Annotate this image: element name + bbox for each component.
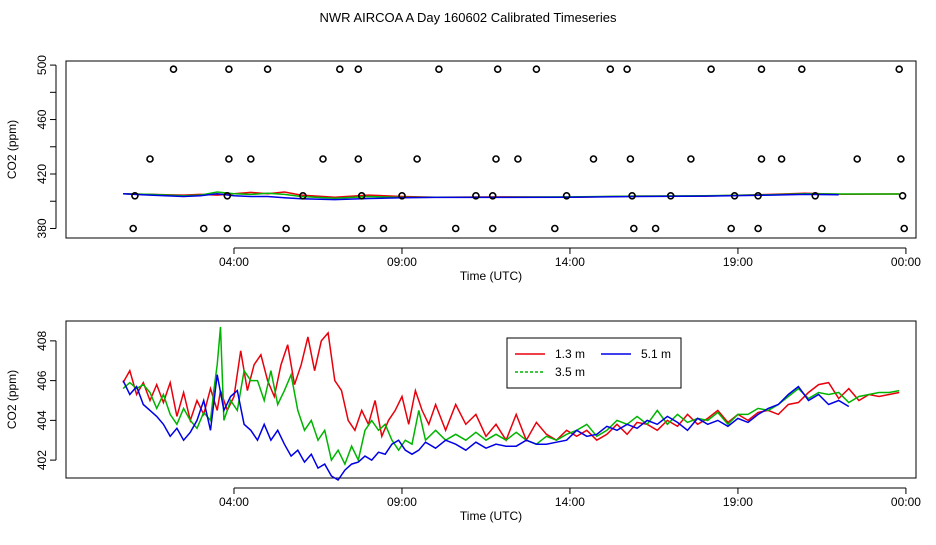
plot-frame (65, 60, 917, 239)
calibration-point (754, 224, 762, 233)
y-tick-label: 404 (35, 410, 49, 430)
calibration-point (797, 65, 806, 73)
calibration-point (666, 192, 675, 200)
series-line-5-1-m (123, 193, 839, 201)
legend-label: 3.5 m (555, 365, 585, 379)
top-panel: 04:00 09:00 14:00 19:00 00:00 Time (UTC) 380 42… (5, 55, 921, 283)
calibration-point (199, 224, 208, 233)
x-axis-label: Time (UTC) (460, 269, 522, 283)
bottom-panel: 04:00 09:00 14:00 19:00 00:00 Time (UTC) 402 40… (5, 320, 921, 523)
calibration-point (299, 192, 307, 200)
y-tick-label: 500 (35, 55, 49, 75)
calibration-point (169, 65, 178, 73)
x-tick-label: 09:00 (387, 495, 417, 509)
calibration-point (225, 65, 233, 73)
calibration-point (898, 192, 907, 200)
y-tick-label: 406 (35, 370, 49, 390)
y-tick-label: 408 (35, 331, 49, 351)
series-line-3-5-m (122, 326, 900, 466)
calibration-point (435, 65, 443, 73)
x-tick-label: 00:00 (891, 255, 921, 269)
calibration-point (514, 155, 522, 163)
calibration-point (319, 155, 327, 163)
calibration-point (562, 192, 571, 200)
calibration-point (225, 155, 233, 163)
x-tick-label: 19:00 (723, 495, 753, 509)
calibration-point (606, 65, 615, 73)
calibration-point (550, 224, 559, 233)
calibration-point (488, 224, 497, 233)
legend-label: 1.3 m (555, 347, 585, 361)
calibration-point (623, 65, 631, 73)
calibration-point (129, 224, 137, 233)
calibration-point (727, 224, 736, 233)
x-tick-label: 14:00 (555, 255, 585, 269)
calibration-point (818, 224, 826, 233)
calibration-point (900, 224, 909, 233)
calibration-point (354, 65, 363, 73)
calibration-point (757, 155, 766, 163)
calibration-point (895, 65, 904, 73)
x-tick-label: 04:00 (219, 255, 249, 269)
calibration-point (223, 224, 232, 233)
calibration-point (398, 192, 406, 200)
series-line-5-1-m (122, 374, 850, 482)
calibration-point (628, 192, 636, 200)
legend-label: 5.1 m (641, 347, 671, 361)
calibration-point (629, 224, 638, 233)
figure-title: NWR AIRCOA A Day 160602 Calibrated Times… (320, 10, 617, 25)
x-tick-label: 09:00 (387, 255, 417, 269)
calibration-point (757, 65, 766, 73)
calibration-point (707, 65, 715, 73)
calibration-point (357, 192, 366, 200)
legend-box (506, 337, 682, 389)
calibration-point (379, 224, 388, 233)
calibration-point (897, 155, 905, 163)
calibration-point (492, 155, 500, 163)
y-axis-label: CO2 (ppm) (5, 120, 19, 179)
calibration-point (651, 224, 660, 233)
calibration-point (853, 155, 862, 163)
calibration-point (532, 65, 541, 73)
calibration-point (223, 192, 232, 200)
calibration-point (357, 224, 366, 233)
calibration-point (493, 65, 502, 73)
calibration-point (687, 155, 695, 163)
calibration-point (335, 65, 344, 73)
x-tick-label: 04:00 (219, 495, 249, 509)
calibration-point (354, 155, 363, 163)
plot-frame (65, 320, 917, 479)
x-tick-label: 14:00 (555, 495, 585, 509)
calibration-point (472, 192, 480, 200)
calibration-point (777, 155, 786, 163)
calibration-point (754, 192, 762, 200)
x-tick-label: 19:00 (723, 255, 753, 269)
calibration-point (413, 155, 421, 163)
calibration-point (131, 192, 139, 200)
calibration-point (451, 224, 460, 233)
calibration-point (811, 192, 820, 200)
calibration-point (247, 155, 255, 163)
y-tick-label: 420 (35, 164, 49, 184)
y-axis-label: CO2 (ppm) (5, 370, 19, 429)
calibration-point (488, 192, 497, 200)
calibration-point (282, 224, 290, 233)
y-tick-label: 380 (35, 218, 49, 238)
calibration-point (589, 155, 598, 163)
y-tick-label: 460 (35, 109, 49, 129)
calibration-point (146, 155, 154, 163)
calibration-point (626, 155, 635, 163)
calibration-point (263, 65, 272, 73)
x-tick-label: 00:00 (891, 495, 921, 509)
calibration-point (730, 192, 739, 200)
y-tick-label: 402 (35, 450, 49, 470)
x-axis-label: Time (UTC) (460, 509, 522, 523)
